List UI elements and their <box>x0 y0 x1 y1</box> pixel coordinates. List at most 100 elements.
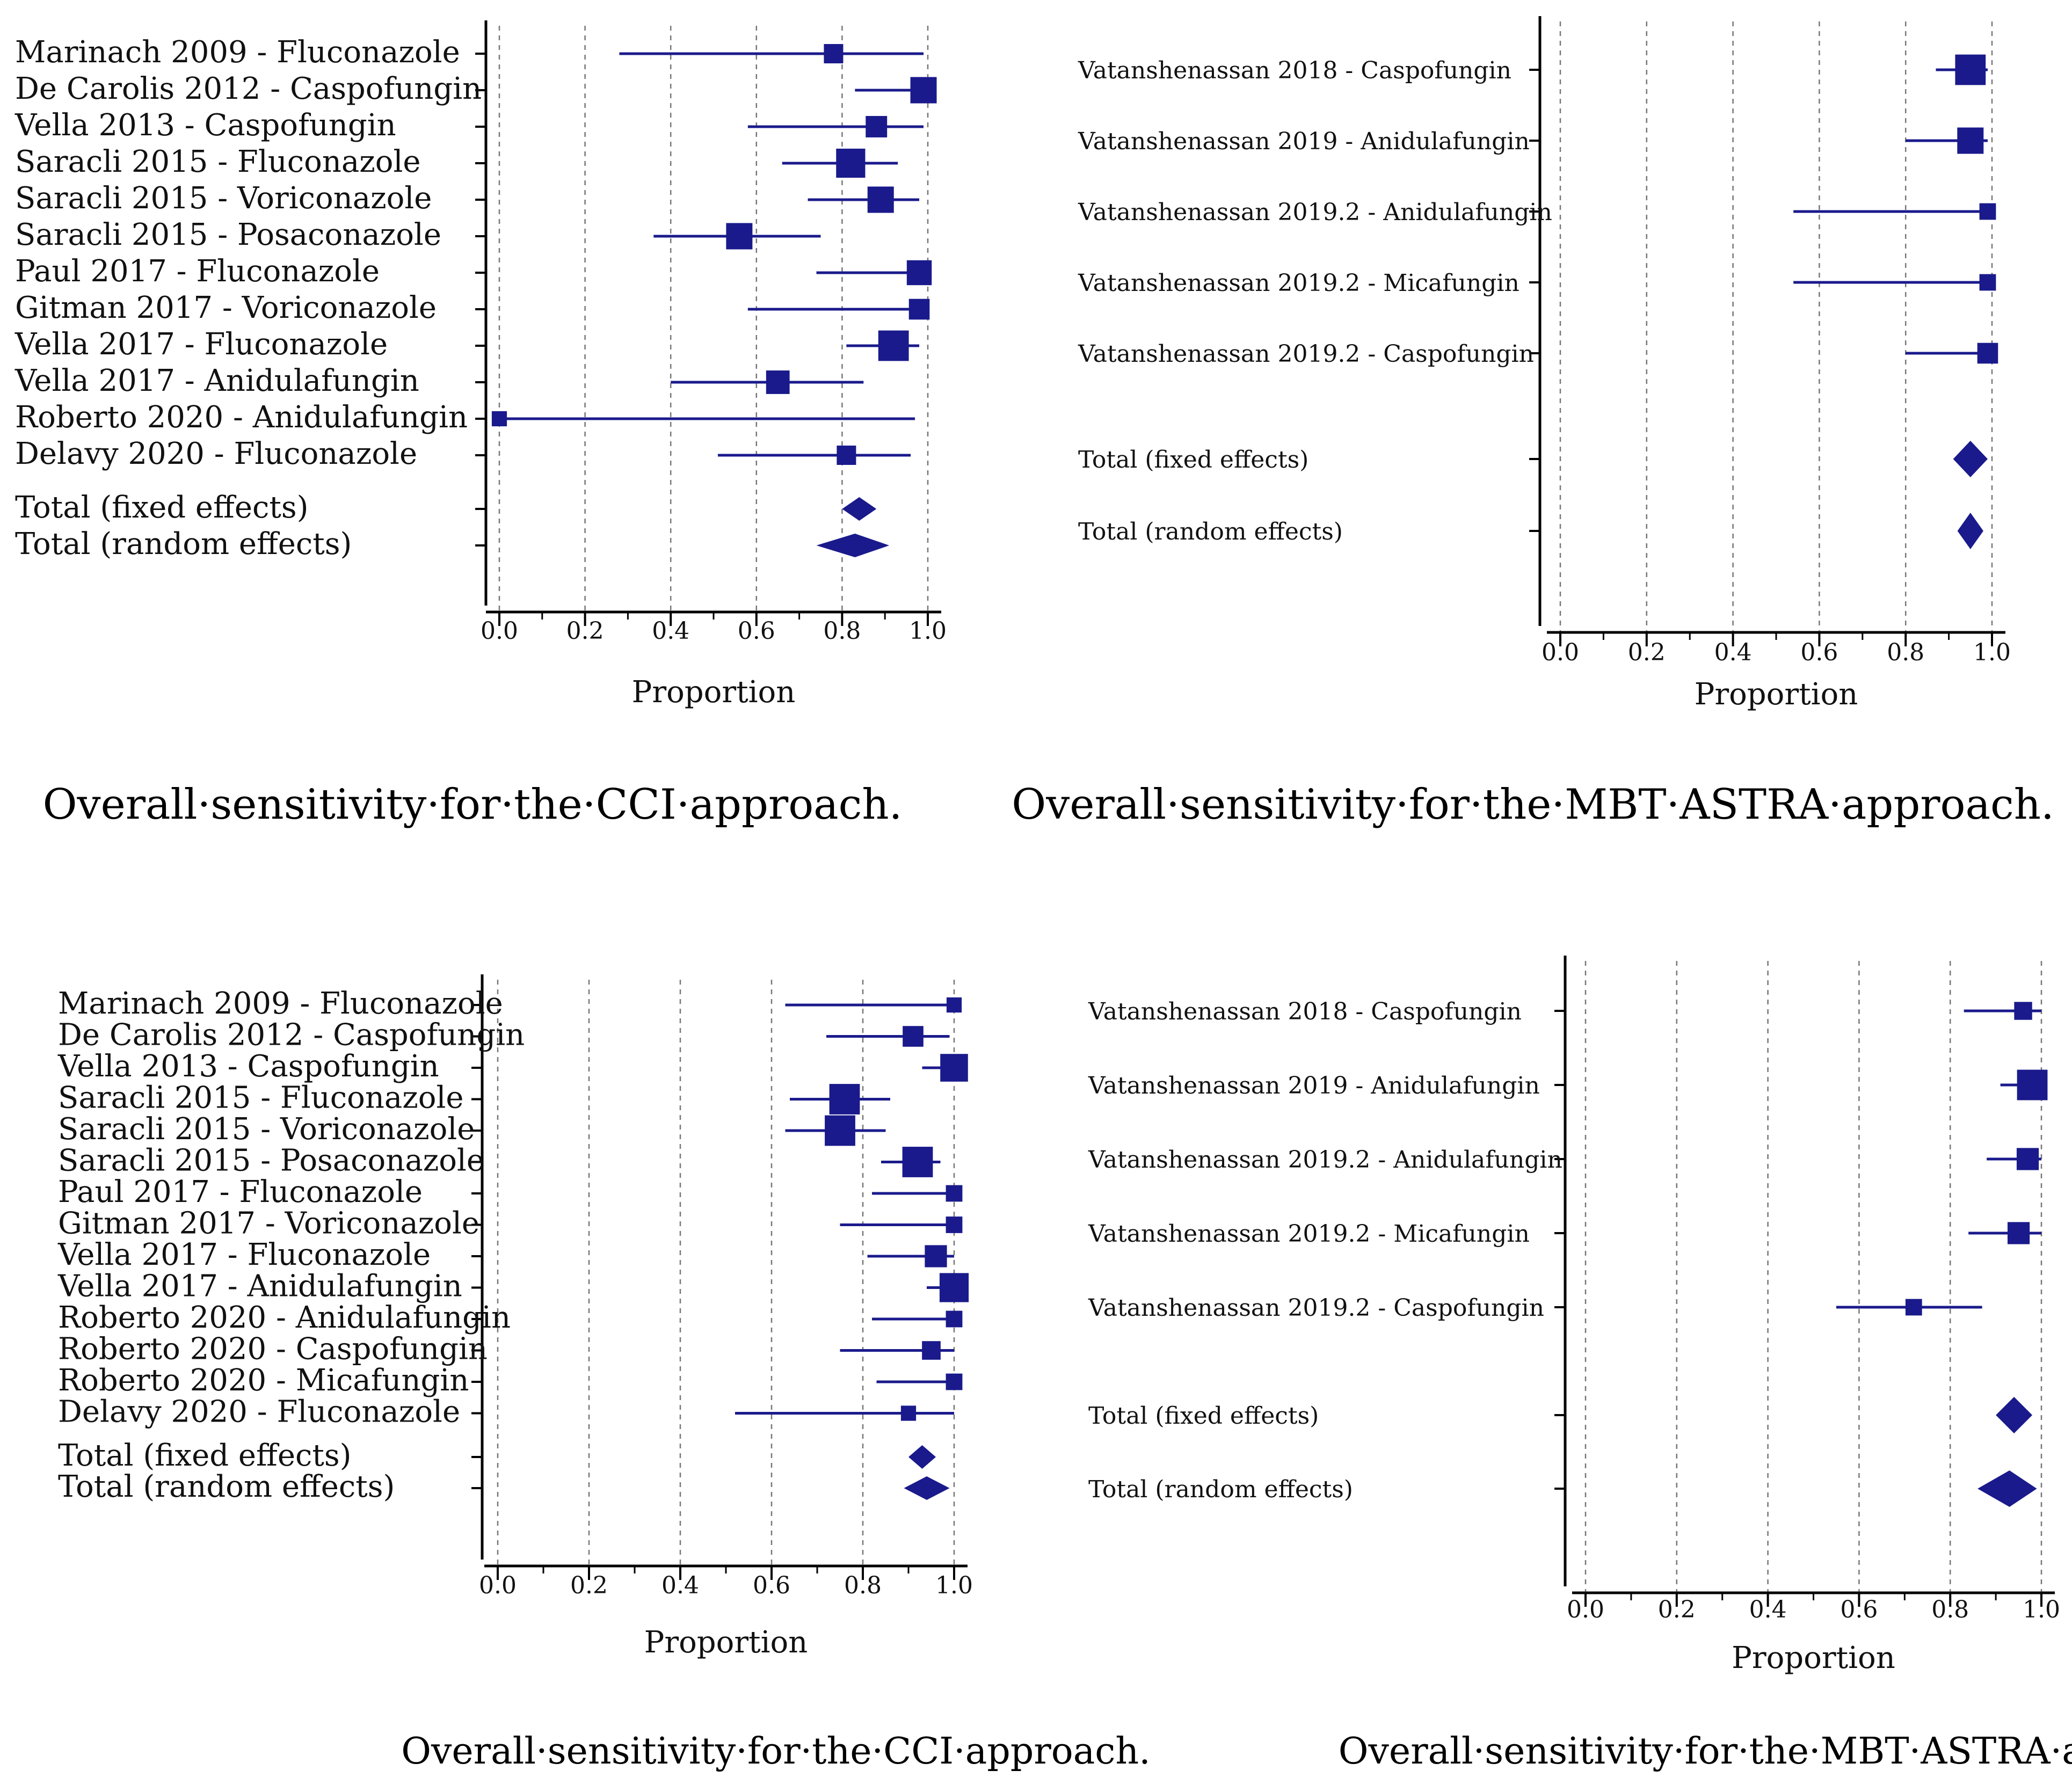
point-estimate-square <box>878 330 909 361</box>
point-estimate-square <box>866 116 888 137</box>
total-label: Total (fixed effects) <box>1088 1402 1319 1430</box>
study-label: Vella 2017 - Fluconazole <box>57 1237 431 1272</box>
study-label: Gitman 2017 - Voriconazole <box>58 1206 479 1241</box>
point-estimate-square <box>491 411 507 427</box>
x-tick-label: 0.2 <box>1628 639 1666 666</box>
point-estimate-square <box>946 1373 963 1390</box>
x-tick-label: 0.6 <box>1800 639 1838 666</box>
study-label: Vatanshenassan 2018 - Caspofungin <box>1088 998 1522 1025</box>
x-tick-label: 0.8 <box>844 1572 882 1599</box>
figure-caption: Overall·sensitivity·for·the·CCI·approach… <box>43 781 903 829</box>
x-tick-label: 0.2 <box>570 1572 608 1599</box>
mbt-astra-forest-plot-bottom: 0.0 0.2 0.4 0.6 0.8 1.0 Vatanshenassan 2018 - … <box>1088 956 2072 1773</box>
point-estimate-square <box>726 223 753 250</box>
point-estimate-square <box>766 370 790 394</box>
point-estimate-square <box>903 1026 924 1047</box>
total-label: Total (random effects) <box>15 527 352 562</box>
point-estimate-square <box>946 1185 963 1202</box>
point-estimate-square <box>1979 274 1996 291</box>
study-label: Marinach 2009 - Fluconazole <box>58 986 503 1021</box>
study-label: Saracli 2015 - Posaconazole <box>58 1143 484 1178</box>
total-label: Total (random effects) <box>1078 518 1343 545</box>
study-label: Vatanshenassan 2019.2 - Caspofungin <box>1088 1294 1544 1322</box>
x-tick-label: 0.0 <box>481 617 518 645</box>
study-label: Vatanshenassan 2019.2 - Anidulafungin <box>1088 1146 1562 1174</box>
x-tick-label: 1.0 <box>1973 639 2011 666</box>
pooled-estimate-diamond <box>1957 513 1983 549</box>
study-label: Roberto 2020 - Anidulafungin <box>58 1300 511 1335</box>
x-tick-label: 0.8 <box>1931 1596 1969 1623</box>
study-label: Vella 2013 - Caspofungin <box>14 108 396 143</box>
study-label: Marinach 2009 - Fluconazole <box>15 35 460 70</box>
point-estimate-square <box>825 1115 855 1146</box>
point-estimate-square <box>836 148 866 178</box>
x-tick-label: 0.6 <box>738 617 775 645</box>
study-label: Saracli 2015 - Fluconazole <box>15 144 421 179</box>
point-estimate-square <box>939 1273 969 1302</box>
x-tick-label: 1.0 <box>909 617 947 645</box>
x-tick-label: 0.2 <box>566 617 604 645</box>
point-estimate-square <box>910 77 937 104</box>
study-label: Delavy 2020 - Fluconazole <box>15 436 417 471</box>
point-estimate-square <box>922 1341 941 1360</box>
study-label: Saracli 2015 - Voriconazole <box>15 181 432 216</box>
x-tick-label: 1.0 <box>935 1572 973 1599</box>
study-label: Paul 2017 - Fluconazole <box>15 254 380 289</box>
x-tick-label: 0.6 <box>753 1572 790 1599</box>
study-label: Roberto 2020 - Anidulafungin <box>15 400 468 435</box>
x-tick-label: 0.4 <box>661 1572 699 1599</box>
x-tick-label: 0.8 <box>1887 639 1924 666</box>
study-label: Roberto 2020 - Caspofungin <box>58 1332 488 1367</box>
point-estimate-square <box>867 186 894 213</box>
cci-forest-plot-top: 0.0 0.2 0.4 0.6 0.8 1.0 Marinach 2009 - Flucon… <box>14 20 947 829</box>
point-estimate-square <box>2007 1222 2030 1244</box>
x-tick-label: 0.0 <box>1542 639 1579 666</box>
study-label: Vella 2017 - Anidulafungin <box>57 1269 462 1304</box>
study-label: De Carolis 2012 - Caspofungin <box>58 1018 525 1053</box>
x-axis-title: Proportion <box>644 1625 808 1660</box>
point-estimate-square <box>2017 1069 2048 1101</box>
x-tick-label: 0.4 <box>652 617 689 645</box>
study-label: Vatanshenassan 2019.2 - Anidulafungin <box>1078 199 1552 226</box>
x-tick-label: 0.2 <box>1658 1596 1696 1623</box>
point-estimate-square <box>1977 343 1998 364</box>
pooled-estimate-diamond <box>1996 1397 2033 1433</box>
x-axis-title: Proportion <box>632 675 796 710</box>
study-label: Roberto 2020 - Micafungin <box>58 1363 469 1398</box>
pooled-estimate-diamond <box>842 497 877 521</box>
point-estimate-square <box>906 260 932 286</box>
total-label: Total (random effects) <box>58 1469 395 1504</box>
x-tick-label: 0.0 <box>479 1572 517 1599</box>
point-estimate-square <box>1905 1299 1922 1316</box>
point-estimate-square <box>946 1310 963 1328</box>
study-label: Gitman 2017 - Voriconazole <box>15 290 437 325</box>
point-estimate-square <box>908 298 930 320</box>
study-label: Vella 2017 - Anidulafungin <box>14 363 419 398</box>
total-label: Total (fixed effects) <box>58 1438 351 1473</box>
figure-caption: Overall·sensitivity·for·the·MBT·ASTRA·ap… <box>1339 1730 2072 1773</box>
figure-caption: Overall·sensitivity·for·the·CCI·approach… <box>401 1730 1151 1773</box>
point-estimate-square <box>940 1054 968 1082</box>
total-label: Total (fixed effects) <box>15 490 308 525</box>
point-estimate-square <box>946 1216 963 1233</box>
study-label: Paul 2017 - Fluconazole <box>58 1175 423 1210</box>
pooled-estimate-diamond <box>904 1476 950 1500</box>
study-label: Vatanshenassan 2019 - Anidulafungin <box>1088 1072 1540 1099</box>
study-label: Saracli 2015 - Voriconazole <box>58 1112 475 1147</box>
x-axis-title: Proportion <box>1732 1641 1895 1675</box>
point-estimate-square <box>1979 203 1996 220</box>
point-estimate-square <box>2014 1002 2032 1020</box>
x-tick-label: 0.8 <box>823 617 861 645</box>
figure-caption: Overall·sensitivity·for·the·MBT·ASTRA·ap… <box>1012 781 2054 829</box>
cci-forest-plot-bottom: 0.0 0.2 0.4 0.6 0.8 1.0 Marinach 2009 - Flucon… <box>57 974 1151 1773</box>
x-tick-label: 0.4 <box>1749 1596 1787 1623</box>
study-label: Vatanshenassan 2019.2 - Micafungin <box>1088 1220 1530 1248</box>
point-estimate-square <box>2016 1148 2039 1170</box>
point-estimate-square <box>925 1245 947 1267</box>
point-estimate-square <box>829 1084 860 1114</box>
study-label: Vatanshenassan 2019.2 - Caspofungin <box>1078 340 1534 368</box>
pooled-estimate-diamond <box>816 534 890 557</box>
point-estimate-square <box>1955 54 1986 85</box>
study-label: Vatanshenassan 2019 - Anidulafungin <box>1078 128 1530 155</box>
